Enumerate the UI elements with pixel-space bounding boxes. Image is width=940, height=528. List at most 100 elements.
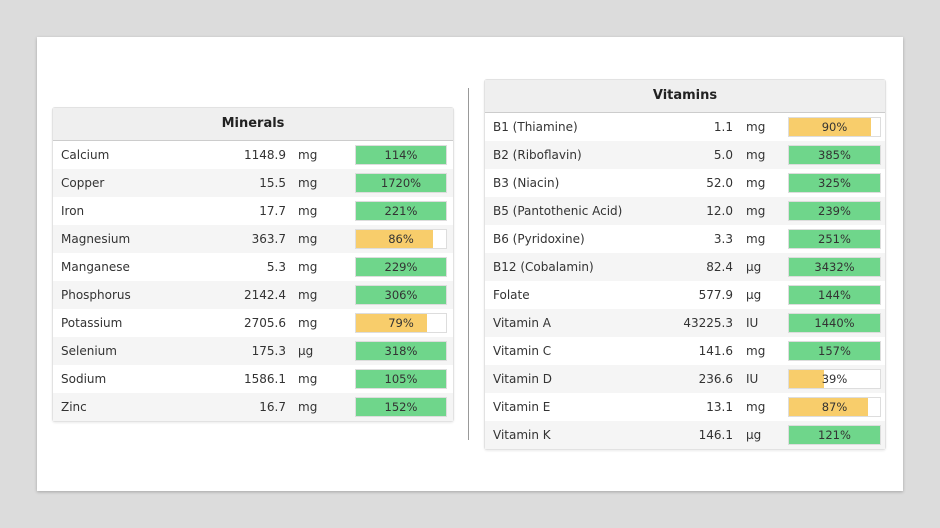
percent-fill	[789, 286, 880, 304]
percent-bar: 114%	[355, 145, 447, 165]
amount: 13.1	[706, 400, 733, 414]
percent-label: 87%	[821, 400, 848, 414]
nutrient-name: Vitamin D	[493, 372, 553, 386]
unit: mg	[298, 232, 318, 246]
unit: IU	[746, 372, 759, 386]
percent-fill	[356, 398, 446, 416]
percent-fill	[356, 342, 446, 360]
table-row: Potassium 2705.6 mg 79%	[53, 309, 453, 337]
nutrient-name: Iron	[61, 204, 85, 218]
amount: 52.0	[706, 176, 733, 190]
nutrient-name: Copper	[61, 176, 105, 190]
unit: mg	[298, 260, 318, 274]
percent-fill	[789, 370, 825, 388]
amount: 5.0	[713, 148, 733, 162]
unit: mg	[298, 176, 318, 190]
percent-bar: 221%	[355, 201, 447, 221]
percent-label: 325%	[818, 176, 851, 190]
percent-label: 114%	[384, 148, 418, 162]
percent-bar: 229%	[355, 257, 447, 277]
unit: µg	[298, 344, 314, 358]
percent-label: 318%	[384, 344, 418, 358]
percent-fill	[789, 146, 880, 164]
table-row: B6 (Pyridoxine) 3.3 mg 251%	[485, 225, 885, 253]
percent-fill	[789, 230, 880, 248]
percent-fill	[789, 174, 880, 192]
amount: 17.7	[259, 204, 286, 218]
amount: 236.6	[698, 372, 733, 386]
percent-bar: 251%	[788, 229, 881, 249]
unit: mg	[746, 204, 766, 218]
percent-label: 121%	[818, 428, 851, 442]
unit: mg	[746, 176, 766, 190]
amount: 1586.1	[244, 372, 286, 386]
percent-bar: 39%	[788, 369, 881, 389]
percent-label: 229%	[384, 260, 418, 274]
unit: mg	[746, 232, 766, 246]
unit: mg	[746, 344, 766, 358]
table-row: Magnesium 363.7 mg 86%	[53, 225, 453, 253]
unit: µg	[746, 428, 762, 442]
percent-label: 105%	[384, 372, 418, 386]
table-title: Minerals	[53, 108, 453, 141]
unit: µg	[746, 260, 762, 274]
amount: 43225.3	[683, 316, 733, 330]
nutrient-name: Folate	[493, 288, 530, 302]
percent-label: 3432%	[814, 260, 855, 274]
percent-fill	[356, 314, 428, 332]
table-row: B1 (Thiamine) 1.1 mg 90%	[485, 113, 885, 141]
nutrient-name: B1 (Thiamine)	[493, 120, 578, 134]
percent-bar: 152%	[355, 397, 447, 417]
table-row: Selenium 175.3 µg 318%	[53, 337, 453, 365]
percent-bar: 1720%	[355, 173, 447, 193]
percent-fill	[356, 370, 446, 388]
amount: 2142.4	[244, 288, 286, 302]
percent-label: 1440%	[814, 316, 855, 330]
percent-label: 239%	[818, 204, 851, 218]
amount: 3.3	[713, 232, 733, 246]
amount: 16.7	[259, 400, 286, 414]
amount: 82.4	[706, 260, 733, 274]
nutrient-name: Manganese	[61, 260, 130, 274]
table-row: Vitamin K 146.1 µg 121%	[485, 421, 885, 449]
percent-fill	[356, 258, 446, 276]
unit: mg	[298, 316, 318, 330]
table-row: Phosphorus 2142.4 mg 306%	[53, 281, 453, 309]
nutrient-name: Potassium	[61, 316, 123, 330]
percent-bar: 3432%	[788, 257, 881, 277]
table: Minerals Calcium 1148.9 mg 114% Copper 15.5 mg 1…	[52, 107, 454, 422]
percent-fill	[356, 146, 446, 164]
nutrient-name: Vitamin K	[493, 428, 551, 442]
amount: 12.0	[706, 204, 733, 218]
table-row: Vitamin D 236.6 IU 39%	[485, 365, 885, 393]
table-row: B12 (Cobalamin) 82.4 µg 3432%	[485, 253, 885, 281]
percent-bar: 87%	[788, 397, 881, 417]
table-row: Zinc 16.7 mg 152%	[53, 393, 453, 421]
percent-label: 79%	[388, 316, 414, 330]
table-row: B3 (Niacin) 52.0 mg 325%	[485, 169, 885, 197]
percent-label: 39%	[821, 372, 848, 386]
amount: 141.6	[698, 344, 733, 358]
percent-bar: 385%	[788, 145, 881, 165]
table-row: Vitamin A 43225.3 IU 1440%	[485, 309, 885, 337]
percent-fill	[789, 258, 880, 276]
table-row: Vitamin E 13.1 mg 87%	[485, 393, 885, 421]
nutrient-name: B12 (Cobalamin)	[493, 260, 594, 274]
amount: 363.7	[251, 232, 286, 246]
unit: mg	[298, 288, 318, 302]
unit: mg	[298, 372, 318, 386]
unit: mg	[298, 400, 318, 414]
nutrient-name: Magnesium	[61, 232, 131, 246]
percent-label: 144%	[818, 288, 851, 302]
percent-bar: 79%	[355, 313, 447, 333]
card: Minerals Calcium 1148.9 mg 114% Copper 15.5 mg 1…	[37, 37, 903, 491]
nutrient-name: Phosphorus	[61, 288, 131, 302]
percent-bar: 157%	[788, 341, 881, 361]
percent-bar: 144%	[788, 285, 881, 305]
table-row: B2 (Riboflavin) 5.0 mg 385%	[485, 141, 885, 169]
percent-fill	[789, 426, 880, 444]
nutrient-name: B6 (Pyridoxine)	[493, 232, 585, 246]
table-row: Calcium 1148.9 mg 114%	[53, 141, 453, 169]
nutrient-name: B2 (Riboflavin)	[493, 148, 582, 162]
